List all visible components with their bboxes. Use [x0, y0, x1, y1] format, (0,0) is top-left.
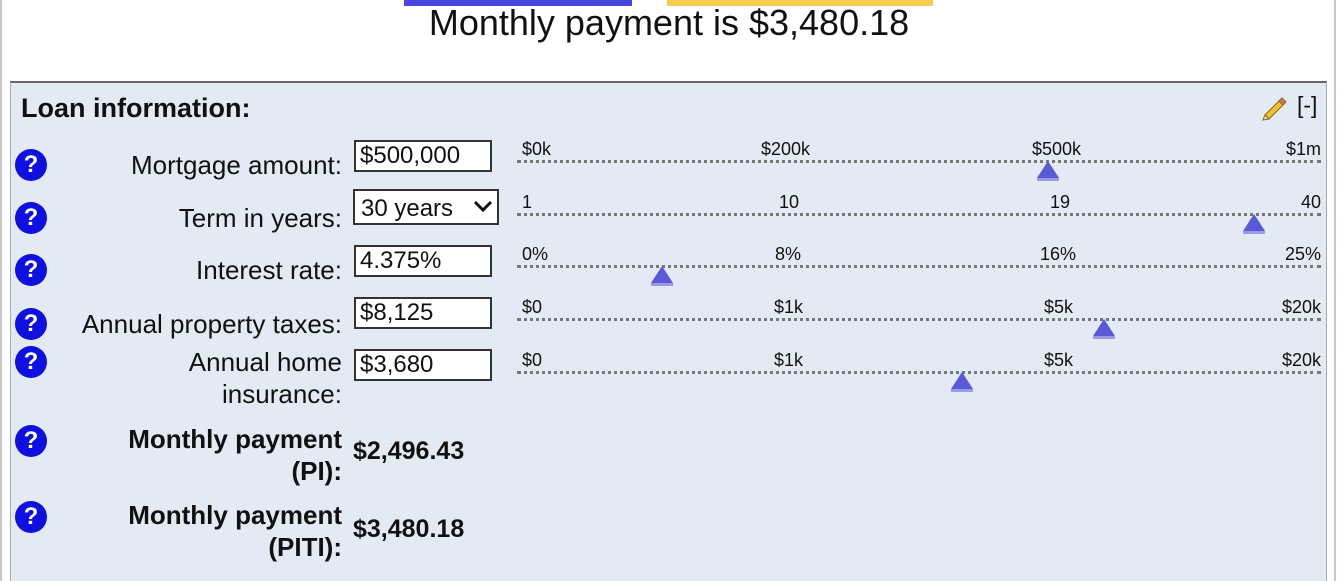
chevron-down-icon [473, 200, 493, 213]
interest-rate-label: Interest rate: [196, 255, 342, 285]
help-icon-term[interactable]: ? [15, 202, 47, 234]
monthly-pi-label-line1: Monthly payment [128, 424, 342, 454]
loan-information-panel: Loan information: [-] ? Mortgage amount:… [10, 81, 1327, 581]
slider-tick: 25% [1284, 244, 1321, 264]
help-icon-piti[interactable]: ? [15, 501, 47, 533]
rate-slider[interactable]: 0% 8% 16% 25% [513, 244, 1321, 288]
help-icon-rate[interactable]: ? [15, 254, 47, 286]
term-select-value: 30 years [361, 195, 454, 222]
slider-tick: $0k [522, 139, 552, 159]
home-insurance-label-line1: Annual home [188, 347, 342, 377]
monthly-piti-label-line2: (PITI): [268, 532, 342, 562]
slider-tick: 40 [1300, 192, 1321, 212]
slider-tick: $5k [1044, 297, 1074, 317]
property-taxes-input[interactable] [354, 297, 492, 329]
taxes-slider[interactable]: $0 $1k $5k $20k [513, 297, 1321, 341]
pencil-icon[interactable] [1259, 93, 1287, 121]
slider-tick: 10 [779, 192, 800, 212]
slider-thumb[interactable] [651, 266, 673, 286]
slider-tick: 1 [522, 192, 533, 212]
monthly-piti-value: $3,480.18 [353, 515, 465, 543]
monthly-piti-label-line1: Monthly payment [128, 500, 342, 530]
slider-tick: $0 [522, 350, 543, 370]
slider-thumb[interactable] [951, 372, 973, 392]
help-icon-mortgage[interactable]: ? [15, 149, 47, 181]
slider-tick: $500k [1032, 139, 1082, 159]
insurance-slider[interactable]: $0 $1k $5k $20k [513, 350, 1321, 394]
help-icon-insurance[interactable]: ? [15, 346, 47, 378]
home-insurance-label-line2: insurance: [222, 379, 342, 409]
slider-track [517, 318, 1321, 321]
help-icon-pi[interactable]: ? [15, 425, 47, 457]
slider-track [517, 371, 1321, 374]
monthly-pi-value: $2,496.43 [353, 437, 465, 465]
monthly-pi-label-line2: (PI): [291, 456, 342, 486]
term-select[interactable]: 30 years [353, 189, 499, 225]
slider-tick: $20k [1281, 350, 1321, 370]
slider-thumb[interactable] [1037, 161, 1059, 181]
slider-tick: $0 [522, 297, 543, 317]
collapse-toggle[interactable]: [-] [1297, 92, 1318, 118]
home-insurance-input[interactable] [354, 349, 492, 381]
slider-thumb[interactable] [1243, 214, 1265, 234]
slider-tick: 0% [522, 244, 549, 264]
legend-pi-bar [404, 0, 632, 6]
slider-tick: $1k [774, 297, 804, 317]
legend-taxes-insurance-bar [667, 0, 933, 6]
term-label: Term in years: [178, 203, 342, 233]
help-icon-taxes[interactable]: ? [15, 308, 47, 340]
term-slider[interactable]: 1 10 19 40 [513, 192, 1321, 236]
monthly-payment-summary: Monthly payment is $3,480.18 [428, 2, 910, 43]
slider-tick: 16% [1040, 244, 1077, 264]
slider-tick: $5k [1044, 350, 1074, 370]
mortgage-amount-input[interactable] [354, 140, 492, 172]
slider-track [517, 265, 1321, 268]
interest-rate-input[interactable] [354, 245, 492, 277]
slider-thumb[interactable] [1093, 319, 1115, 339]
property-taxes-label: Annual property taxes: [81, 309, 342, 339]
slider-tick: 19 [1050, 192, 1071, 212]
mortgage-slider[interactable]: $0k $200k $500k $1m [513, 139, 1321, 183]
slider-track [517, 160, 1321, 163]
slider-tick: $1k [774, 350, 804, 370]
slider-track [517, 213, 1321, 216]
slider-tick: 8% [775, 244, 802, 264]
mortgage-amount-label: Mortgage amount: [130, 150, 342, 180]
slider-tick: $200k [761, 139, 811, 159]
slider-tick: $20k [1281, 297, 1321, 317]
slider-tick: $1m [1285, 139, 1321, 159]
panel-title: Loan information: [21, 93, 251, 123]
